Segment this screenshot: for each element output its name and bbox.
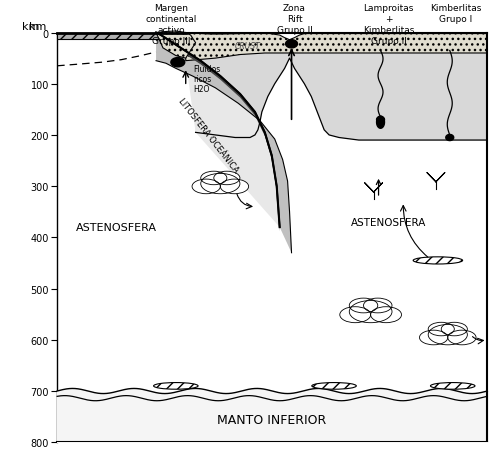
Text: ASTENOSFERA: ASTENOSFERA bbox=[76, 223, 157, 233]
Circle shape bbox=[214, 172, 240, 185]
Circle shape bbox=[370, 307, 402, 323]
Text: km: km bbox=[22, 22, 40, 32]
Polygon shape bbox=[376, 117, 384, 129]
Polygon shape bbox=[57, 33, 186, 40]
Circle shape bbox=[220, 179, 248, 194]
Text: LITOSFERA OCEÁNICA: LITOSFERA OCEÁNICA bbox=[176, 97, 240, 175]
Text: Lamproitas
+
Kimberlitas
Grupo II: Lamproitas + Kimberlitas Grupo II bbox=[363, 4, 414, 46]
Ellipse shape bbox=[154, 383, 198, 389]
Text: Kimberlitas
Grupo I: Kimberlitas Grupo I bbox=[430, 4, 482, 24]
Polygon shape bbox=[156, 32, 196, 59]
Circle shape bbox=[442, 322, 468, 336]
Polygon shape bbox=[446, 135, 454, 141]
Circle shape bbox=[350, 301, 392, 323]
Text: Zona
Rift
Grupo II: Zona Rift Grupo II bbox=[276, 4, 312, 35]
Text: Margen
continental
activo
Grupo III: Margen continental activo Grupo III bbox=[145, 4, 197, 46]
Polygon shape bbox=[171, 59, 184, 68]
Text: ASTENOSFERA: ASTENOSFERA bbox=[351, 217, 426, 227]
Ellipse shape bbox=[413, 257, 463, 264]
Polygon shape bbox=[156, 33, 280, 228]
Circle shape bbox=[428, 322, 454, 336]
Circle shape bbox=[192, 179, 220, 194]
Polygon shape bbox=[156, 33, 292, 253]
Text: MANTO INFERIOR: MANTO INFERIOR bbox=[217, 413, 326, 426]
Polygon shape bbox=[156, 33, 280, 232]
Polygon shape bbox=[196, 54, 488, 141]
Circle shape bbox=[428, 325, 468, 345]
Circle shape bbox=[350, 299, 378, 313]
Ellipse shape bbox=[312, 383, 356, 389]
Polygon shape bbox=[57, 33, 488, 442]
Polygon shape bbox=[376, 117, 384, 124]
Circle shape bbox=[340, 307, 370, 323]
Circle shape bbox=[364, 299, 392, 313]
Circle shape bbox=[201, 174, 240, 194]
Polygon shape bbox=[286, 41, 298, 49]
Polygon shape bbox=[186, 33, 488, 61]
Circle shape bbox=[448, 331, 476, 345]
Text: km: km bbox=[28, 22, 46, 32]
Circle shape bbox=[420, 331, 448, 345]
Ellipse shape bbox=[430, 383, 475, 389]
Text: Fluidos
ricos
H2O: Fluidos ricos H2O bbox=[194, 64, 221, 94]
Text: CRUST: CRUST bbox=[235, 42, 261, 51]
Circle shape bbox=[201, 172, 227, 185]
